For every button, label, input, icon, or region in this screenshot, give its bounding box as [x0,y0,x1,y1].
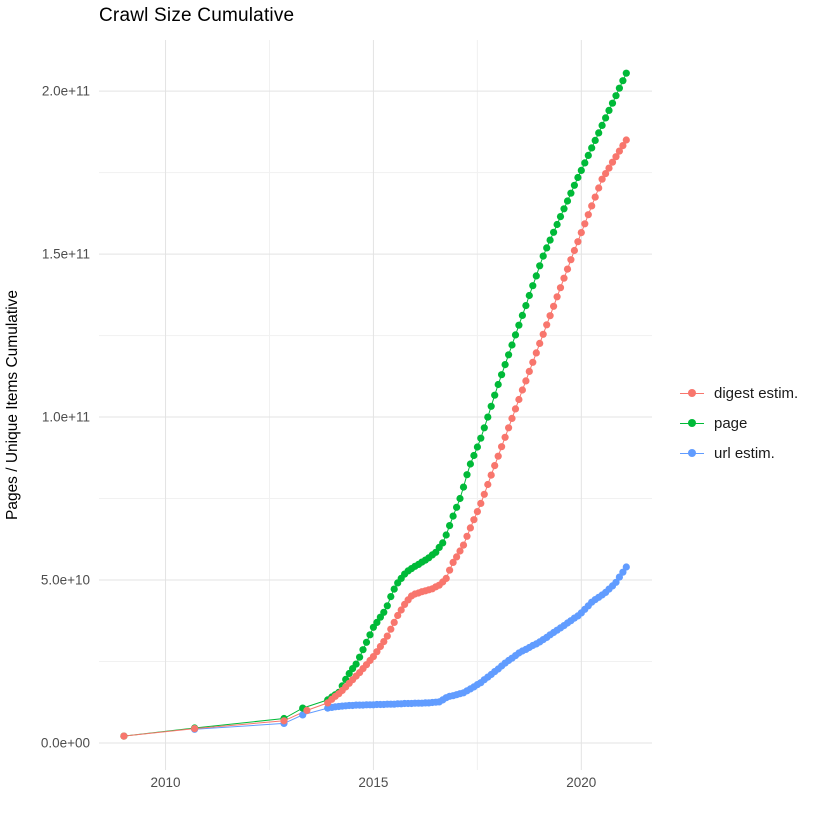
legend-key-digest-estim [680,388,704,398]
legend: digest estim. page url estim. [680,378,798,468]
legend-item-digest-estim: digest estim. [680,378,798,408]
y-tick-label: 5.0e+10 [40,572,90,588]
legend-dot-icon [688,419,696,427]
y-tick-label: 1.0e+11 [41,409,90,425]
y-tick-label: 0.0e+00 [40,735,90,751]
grid-major-lines [99,40,652,770]
series-dots-page [120,69,630,740]
grid-minor-lines [99,40,652,770]
y-axis-title: Pages / Unique Items Cumulative [4,289,21,521]
series-dots-url-estim- [191,563,630,733]
x-tick-label: 2010 [150,775,181,790]
series-dots-digest-estim- [120,136,630,740]
legend-label: digest estim. [714,384,799,402]
series-line-digest-estim- [123,139,627,737]
series-points [120,69,630,740]
legend-item-url-estim: url estim. [680,438,798,468]
y-tick-label: 1.5e+11 [41,246,90,262]
legend-item-page: page [680,408,798,438]
legend-key-page [680,418,704,428]
x-tick-label: 2020 [566,775,597,790]
legend-label: url estim. [714,444,775,462]
chart-title: Crawl Size Cumulative [99,5,295,26]
legend-dot-icon [688,449,696,457]
legend-key-url-estim [680,448,704,458]
legend-dot-icon [688,389,696,397]
y-tick-label: 2.0e+11 [41,83,90,99]
x-tick-label: 2015 [358,775,389,790]
legend-label: page [714,414,748,432]
